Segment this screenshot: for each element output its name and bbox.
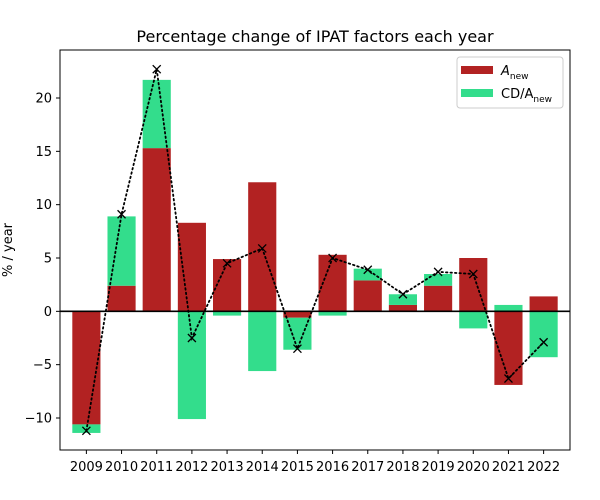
- x-tick-label: 2015: [281, 460, 314, 475]
- bar-1-2013: [213, 311, 242, 316]
- total-marker-2013: [222, 258, 232, 268]
- x-tick-label: 2018: [386, 460, 419, 475]
- total-marker-2021: [503, 374, 513, 383]
- x-tick-label: 2021: [492, 460, 525, 475]
- bar-0-2021: [494, 311, 523, 385]
- plot-frame: [59, 49, 571, 451]
- x-tick-label: 2014: [246, 460, 279, 475]
- total-marker-2017: [363, 265, 373, 275]
- total-marker-2011: [152, 64, 162, 74]
- bar-1-2012: [177, 311, 206, 420]
- bar-0-2019: [424, 285, 453, 312]
- x-tick-label: 2019: [422, 460, 455, 475]
- bar-1-2022: [529, 311, 558, 358]
- legend-label-a-new: Anew: [500, 64, 529, 82]
- bar-0-2018: [388, 304, 417, 312]
- y-tick-label: 0: [44, 305, 52, 320]
- total-marker-2014: [257, 243, 267, 253]
- bar-0-2015: [283, 311, 312, 318]
- bar-1-2020: [459, 311, 488, 329]
- y-tick-label: 5: [44, 252, 52, 267]
- x-tick-label: 2017: [351, 460, 384, 475]
- bar-1-2021: [494, 304, 523, 312]
- bar-1-2015: [283, 317, 312, 350]
- total-line: [85, 68, 545, 432]
- y-axis-label: % / year: [1, 222, 16, 277]
- total-marker-2019: [433, 267, 443, 277]
- x-tick-label: 2016: [316, 460, 349, 475]
- total-marker-2010: [117, 209, 127, 219]
- bar-0-2022: [529, 296, 558, 312]
- total-line-layer: [81, 64, 549, 436]
- total-marker-2020: [468, 269, 478, 279]
- bar-0-2010: [107, 285, 136, 312]
- x-tick-label: 2012: [175, 460, 208, 475]
- bar-1-2018: [388, 294, 417, 305]
- bars-layer: [60, 79, 570, 433]
- total-marker-2015: [292, 344, 302, 354]
- total-marker-2016: [328, 253, 338, 263]
- total-marker-2022: [539, 337, 549, 347]
- legend: Anew CD/Anew: [456, 56, 564, 109]
- bar-1-2019: [424, 274, 453, 286]
- bar-1-2017: [353, 268, 382, 281]
- bar-0-2017: [353, 280, 382, 312]
- legend-label-cd-a-new: CD/Anew: [501, 87, 552, 105]
- total-marker-2018: [398, 289, 408, 299]
- chart-title: Percentage change of IPAT factors each y…: [136, 27, 494, 46]
- bar-0-2020: [459, 258, 488, 312]
- bar-0-2011: [142, 148, 171, 312]
- x-tick-label: 2010: [105, 460, 138, 475]
- x-tick-label: 2022: [527, 460, 560, 475]
- y-tick-label: −10: [25, 412, 52, 427]
- x-tick-label: 2009: [70, 460, 103, 475]
- x-tick-label: 2013: [211, 460, 244, 475]
- y-tick-label: 15: [35, 145, 52, 160]
- total-marker-2012: [187, 333, 197, 343]
- bar-0-2014: [248, 182, 277, 312]
- y-tick-label: −5: [33, 358, 52, 373]
- legend-swatch-a-new: [461, 66, 493, 74]
- total-marker-2009: [81, 426, 91, 436]
- y-tick-label: 20: [35, 92, 52, 107]
- legend-swatch-cd-a-new: [461, 89, 493, 97]
- bar-1-2016: [318, 311, 347, 316]
- bar-1-2014: [248, 311, 277, 372]
- y-tick-label: 10: [35, 198, 52, 213]
- x-tick-label: 2020: [457, 460, 490, 475]
- x-tick-label: 2011: [140, 460, 173, 475]
